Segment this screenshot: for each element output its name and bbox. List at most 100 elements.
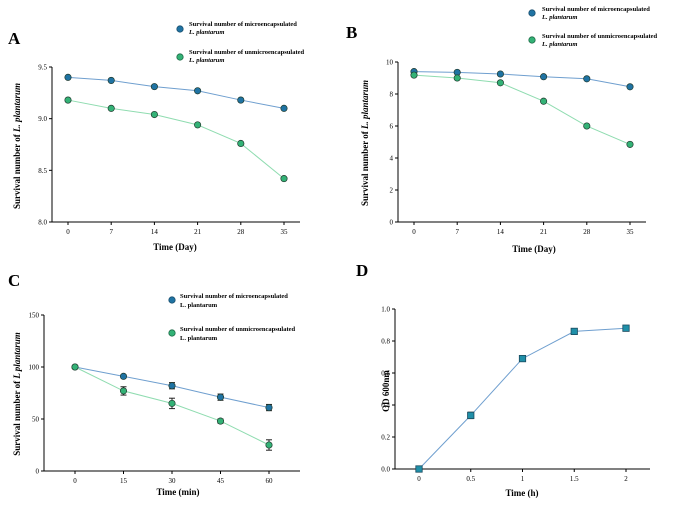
panel-b-ylabel: Survival number of L. plantarum	[360, 80, 370, 206]
y-tick-label: 8.0	[38, 219, 47, 227]
series-line-1	[67, 99, 285, 179]
panel-c: C Survival number of microencapsulated L…	[8, 271, 300, 497]
data-point	[150, 83, 158, 91]
panel-a-xlabel: Time (Day)	[153, 242, 197, 252]
data-point	[150, 110, 158, 119]
panel-a-ylabel: Survival number of L. plantarum	[12, 83, 22, 209]
legend-micro-label: Survival number of microencapsulated	[189, 21, 297, 28]
data-point	[496, 70, 504, 78]
x-tick-label: 0	[66, 228, 70, 236]
y-tick-label: 2	[390, 187, 394, 195]
data-point	[540, 97, 548, 105]
y-tick-label: 0	[36, 468, 40, 476]
data-point	[64, 73, 72, 81]
panel-b-label: B	[346, 23, 357, 42]
data-point	[119, 372, 128, 380]
data-point	[168, 382, 176, 390]
legend-micro-marker	[528, 9, 536, 17]
legend-unmicro-label: Survival number of unmicroencapsulated	[542, 33, 658, 40]
x-tick-label: 0	[417, 475, 421, 483]
x-tick-label: 1.5	[570, 475, 579, 483]
panel-d-xlabel: Time (h)	[505, 488, 538, 498]
y-tick-label: 100	[29, 364, 40, 372]
data-point	[453, 74, 461, 82]
data-point	[626, 83, 634, 91]
legend-unmicro-marker	[528, 36, 536, 44]
data-point	[216, 393, 225, 401]
x-tick-label: 0	[73, 477, 77, 485]
y-tick-label: 1.0	[381, 306, 390, 314]
x-tick-label: 14	[497, 228, 505, 236]
y-tick-label: 6	[390, 123, 394, 131]
data-point	[467, 411, 475, 420]
series-line-1	[413, 74, 631, 145]
x-tick-label: 1	[521, 475, 525, 483]
panel-c-label: C	[8, 271, 20, 290]
panel-b-legend: Survival number of microencapsulated L. …	[528, 6, 658, 48]
y-tick-label: 9.0	[38, 115, 47, 123]
data-point	[107, 76, 115, 84]
x-tick-label: 45	[217, 477, 225, 485]
legend-micro-marker	[168, 296, 176, 304]
legend-unmicro-marker	[168, 329, 176, 337]
data-point	[64, 96, 72, 104]
data-point	[496, 79, 504, 87]
panel-a-label: A	[8, 29, 21, 48]
data-point	[194, 87, 202, 95]
legend-micro-label-2: L. plantarum	[180, 302, 218, 309]
x-tick-label: 14	[151, 228, 159, 236]
legend-unmicro-label-2: L. plantarum	[541, 41, 577, 48]
y-tick-label: 50	[32, 416, 40, 424]
x-tick-label: 28	[583, 228, 591, 236]
x-tick-label: 15	[120, 477, 128, 485]
x-tick-label: 21	[194, 228, 202, 236]
x-tick-label: 35	[627, 228, 635, 236]
series-line-0	[418, 327, 627, 470]
legend-micro-label: Survival number of microencapsulated	[542, 6, 650, 13]
legend-unmicro-marker	[176, 53, 184, 61]
panel-d-label: D	[356, 261, 368, 280]
data-point	[168, 399, 176, 407]
data-point	[626, 140, 634, 148]
x-tick-label: 28	[237, 228, 245, 236]
y-tick-label: 150	[29, 312, 40, 320]
panel-c-legend: Survival number of microencapsulated L. …	[168, 293, 296, 342]
x-tick-label: 7	[109, 228, 113, 236]
y-tick-label: 0.4	[381, 402, 390, 410]
data-point	[622, 324, 630, 332]
y-tick-label: 9.5	[38, 64, 47, 72]
x-tick-label: 7	[455, 228, 459, 236]
y-tick-label: 0	[390, 219, 394, 227]
data-point	[540, 73, 548, 81]
legend-unmicro-label: Survival number of unmicroencapsulated	[180, 326, 296, 333]
x-tick-label: 60	[266, 477, 274, 485]
y-tick-label: 8	[390, 91, 394, 99]
x-tick-label: 0	[412, 228, 416, 236]
panel-a-legend: Survival number of microencapsulated L. …	[176, 21, 305, 64]
panel-c-ylabel: Survival number of L plantarum	[12, 332, 22, 456]
y-tick-label: 0.2	[381, 434, 390, 442]
y-tick-label: 4	[390, 155, 394, 163]
data-point	[583, 75, 591, 83]
data-point	[194, 121, 202, 129]
legend-unmicro-label-2: L. plantarum	[188, 57, 224, 64]
panel-a: A Survival number of microencapsulated L…	[8, 21, 305, 252]
data-point	[415, 465, 423, 473]
y-tick-label: 0.8	[381, 338, 390, 346]
panel-d: D OD 600nm Time (h) 0.0 0.2 0.4 0.6 0.8 1.0 0 0…	[356, 261, 650, 498]
series-line-0	[67, 76, 285, 109]
x-tick-label: 2	[624, 475, 628, 483]
panel-b-xlabel: Time (Day)	[512, 244, 556, 254]
legend-unmicro-label: Survival number of unmicroencapsulated	[189, 49, 305, 56]
y-tick-label: 0.0	[381, 466, 390, 474]
data-point	[216, 417, 225, 425]
x-tick-label: 21	[540, 228, 548, 236]
panel-b: B Survival number of microencapsulated L…	[346, 6, 658, 254]
panel-c-xlabel: Time (min)	[156, 487, 199, 497]
data-point	[410, 71, 418, 79]
data-point	[265, 404, 273, 412]
x-tick-label: 35	[281, 228, 289, 236]
x-tick-label: 30	[169, 477, 177, 485]
data-point	[265, 441, 273, 449]
